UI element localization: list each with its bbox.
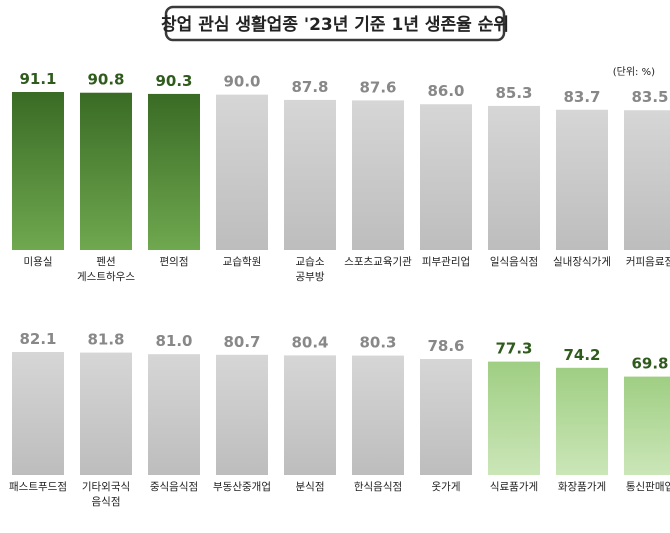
category-label: 공부방 <box>296 271 325 283</box>
category-label: 스포츠교육기관 <box>344 256 412 268</box>
bar-bottom-2 <box>80 352 132 475</box>
value-label: 85.3 <box>495 84 532 102</box>
category-label: 부동산중개업 <box>213 480 271 493</box>
category-label: 게스트하우스 <box>77 270 135 283</box>
category-label: 통신판매업 <box>626 480 670 493</box>
category-label: 음식점 <box>92 496 121 508</box>
category-label: 옷가게 <box>432 481 461 493</box>
value-label: 83.7 <box>563 88 600 106</box>
value-label: 80.7 <box>223 333 260 351</box>
bar-bottom-8 <box>488 361 540 475</box>
value-label: 91.1 <box>19 70 56 88</box>
value-label: 90.0 <box>223 73 260 91</box>
category-label: 식료품가게 <box>490 481 538 493</box>
bar-top-9 <box>556 109 608 250</box>
category-label: 패스트푸드점 <box>9 481 67 493</box>
bar-top-1 <box>12 92 64 250</box>
category-label: 기타외국식 <box>82 481 130 493</box>
bar-top-8 <box>488 105 540 250</box>
bar-top-5 <box>284 99 336 250</box>
value-label: 90.8 <box>87 71 124 89</box>
value-label: 81.8 <box>87 331 124 349</box>
value-label: 90.3 <box>155 72 192 90</box>
bar-bottom-9 <box>556 367 608 475</box>
category-label: 펜션 <box>96 256 115 268</box>
chart-title-box: 창업 관심 생활업종 '23년 기준 1년 생존율 순위 <box>161 5 509 42</box>
bar-top-4 <box>216 94 268 250</box>
bar-top-7 <box>420 104 472 251</box>
category-label: 한식음식점 <box>354 481 402 493</box>
bar-top-3 <box>148 93 200 250</box>
value-label: 87.6 <box>359 78 396 96</box>
value-label: 77.3 <box>495 340 532 358</box>
chart-title: 창업 관심 생활업종 '23년 기준 1년 생존율 순위 <box>161 14 509 35</box>
bar-bottom-7 <box>420 359 472 475</box>
category-label: 미용실 <box>24 256 53 268</box>
category-label: 일식음식점 <box>490 255 538 268</box>
value-label: 80.4 <box>291 333 328 351</box>
bar-bottom-6 <box>352 355 404 475</box>
bar-bottom-5 <box>284 355 336 475</box>
bar-top-2 <box>80 92 132 250</box>
value-label: 87.8 <box>291 78 328 96</box>
bar-top-6 <box>352 100 404 251</box>
category-label: 교습소 <box>296 256 325 268</box>
value-label: 82.1 <box>19 330 56 348</box>
unit-label: (단위: %) <box>613 65 655 78</box>
bar-bottom-4 <box>216 354 268 475</box>
bar-bottom-1 <box>12 352 64 475</box>
bar-top-10 <box>624 110 670 251</box>
value-label: 74.2 <box>563 346 600 364</box>
category-label: 중식음식점 <box>150 481 198 493</box>
value-label: 81.0 <box>155 332 192 350</box>
value-label: 83.5 <box>631 88 668 106</box>
value-label: 69.8 <box>631 355 668 373</box>
bar-bottom-10 <box>624 376 670 475</box>
category-label: 교습학원 <box>223 256 262 268</box>
category-label: 피부관리업 <box>422 255 470 268</box>
value-label: 86.0 <box>427 82 464 100</box>
category-label: 분식점 <box>296 481 325 493</box>
value-label: 78.6 <box>427 337 464 355</box>
category-label: 커피음료점 <box>626 256 670 268</box>
value-label: 80.3 <box>359 334 396 352</box>
category-label: 실내장식가게 <box>553 256 611 268</box>
title-frame <box>164 5 506 42</box>
category-label: 화장품가게 <box>558 481 606 493</box>
category-label: 편의점 <box>160 255 189 268</box>
bar-bottom-3 <box>148 354 200 475</box>
